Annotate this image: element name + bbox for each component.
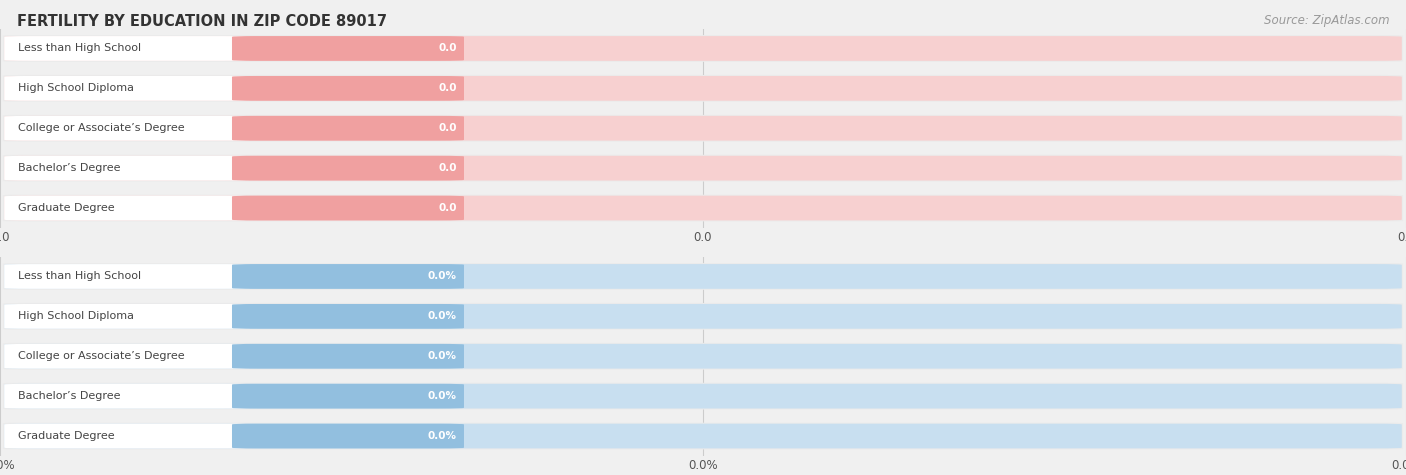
FancyBboxPatch shape [4,156,1402,180]
Text: Less than High School: Less than High School [18,43,142,54]
FancyBboxPatch shape [4,384,250,408]
FancyBboxPatch shape [4,196,1402,220]
FancyBboxPatch shape [232,156,464,180]
FancyBboxPatch shape [3,195,1403,221]
FancyBboxPatch shape [4,116,1402,141]
FancyBboxPatch shape [4,304,250,329]
FancyBboxPatch shape [232,384,464,408]
Text: 0.0: 0.0 [439,123,457,133]
Text: FERTILITY BY EDUCATION IN ZIP CODE 89017: FERTILITY BY EDUCATION IN ZIP CODE 89017 [17,14,387,29]
FancyBboxPatch shape [3,263,1403,290]
Text: Bachelor’s Degree: Bachelor’s Degree [18,391,121,401]
FancyBboxPatch shape [232,264,464,289]
FancyBboxPatch shape [232,424,464,448]
FancyBboxPatch shape [4,76,1402,101]
FancyBboxPatch shape [4,424,250,448]
Text: 0.0: 0.0 [439,43,457,54]
Text: 0.0%: 0.0% [427,431,457,441]
FancyBboxPatch shape [4,116,250,141]
FancyBboxPatch shape [232,196,464,220]
FancyBboxPatch shape [4,264,1402,289]
Text: Graduate Degree: Graduate Degree [18,431,115,441]
Text: 0.0: 0.0 [439,203,457,213]
FancyBboxPatch shape [3,75,1403,102]
Text: College or Associate’s Degree: College or Associate’s Degree [18,123,186,133]
Text: 0.0%: 0.0% [427,311,457,322]
FancyBboxPatch shape [3,35,1403,62]
Text: College or Associate’s Degree: College or Associate’s Degree [18,351,186,361]
Text: Source: ZipAtlas.com: Source: ZipAtlas.com [1264,14,1389,27]
FancyBboxPatch shape [3,303,1403,330]
FancyBboxPatch shape [4,36,1402,61]
Text: 0.0%: 0.0% [427,351,457,361]
FancyBboxPatch shape [4,196,250,220]
FancyBboxPatch shape [4,344,1402,369]
FancyBboxPatch shape [232,76,464,101]
FancyBboxPatch shape [4,424,1402,448]
FancyBboxPatch shape [232,36,464,61]
FancyBboxPatch shape [232,116,464,141]
FancyBboxPatch shape [4,264,250,289]
FancyBboxPatch shape [4,304,1402,329]
FancyBboxPatch shape [4,76,250,101]
FancyBboxPatch shape [232,344,464,369]
FancyBboxPatch shape [4,384,1402,408]
Text: 0.0%: 0.0% [427,391,457,401]
FancyBboxPatch shape [3,343,1403,370]
Text: 0.0%: 0.0% [427,271,457,282]
Text: High School Diploma: High School Diploma [18,83,135,94]
FancyBboxPatch shape [4,36,250,61]
FancyBboxPatch shape [3,115,1403,142]
FancyBboxPatch shape [3,423,1403,449]
Text: 0.0: 0.0 [439,83,457,94]
Text: High School Diploma: High School Diploma [18,311,135,322]
FancyBboxPatch shape [3,155,1403,181]
FancyBboxPatch shape [232,304,464,329]
FancyBboxPatch shape [4,344,250,369]
Text: Less than High School: Less than High School [18,271,142,282]
Text: Bachelor’s Degree: Bachelor’s Degree [18,163,121,173]
FancyBboxPatch shape [3,383,1403,409]
FancyBboxPatch shape [4,156,250,180]
Text: 0.0: 0.0 [439,163,457,173]
Text: Graduate Degree: Graduate Degree [18,203,115,213]
